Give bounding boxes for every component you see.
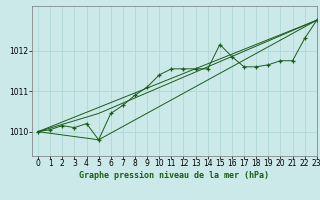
X-axis label: Graphe pression niveau de la mer (hPa): Graphe pression niveau de la mer (hPa) xyxy=(79,171,269,180)
